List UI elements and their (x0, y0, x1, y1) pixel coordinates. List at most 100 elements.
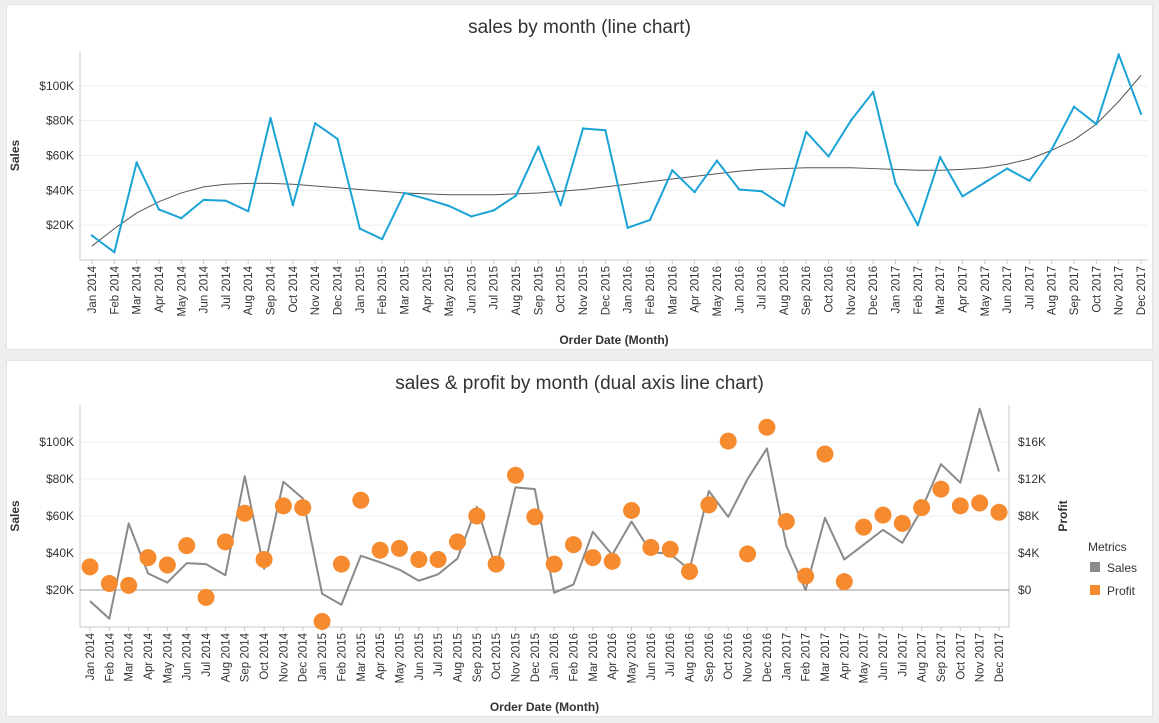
y-tick-label: $20K (46, 218, 74, 232)
x-tick-label: Mar 2014 (124, 632, 136, 681)
x-tick-label: Sep 2015 (533, 266, 545, 315)
y-tick-label: $100K (39, 79, 74, 93)
profit-data-point (468, 507, 486, 525)
profit-data-point (526, 508, 544, 526)
sales-data-point (447, 204, 451, 208)
sales-data-point (938, 156, 942, 159)
sales-data-point (269, 116, 272, 120)
profit-data-point (371, 541, 389, 559)
sales-data-point (202, 198, 205, 202)
y-tick-label: $40K (46, 546, 74, 560)
profit-data-point (893, 514, 911, 532)
sales-data-point (916, 223, 920, 227)
sales-data-point (581, 127, 585, 130)
x-tick-label: Apr 2014 (154, 265, 166, 312)
y2-tick-label: $4K (1018, 546, 1039, 560)
profit-data-point (758, 418, 776, 436)
x-tick-label: Apr 2016 (690, 266, 702, 313)
x-tick-label: Oct 2016 (824, 266, 836, 313)
sales-data-point (492, 209, 495, 212)
x-tick-label: Mar 2015 (356, 633, 368, 682)
sales-data-point (514, 194, 518, 197)
profit-data-point (835, 573, 853, 591)
x-tick-label: Nov 2014 (310, 265, 322, 315)
sales-data-point (336, 137, 339, 141)
profit-data-point (681, 563, 699, 580)
x-tick-label: Apr 2015 (422, 266, 434, 313)
sales-data-point (760, 190, 763, 193)
sales-chart-title: sales by month (line chart) (468, 17, 691, 38)
profit-data-point (255, 550, 273, 568)
y-axis-title: Sales (8, 139, 22, 171)
legend-title: Metrics (1088, 540, 1127, 554)
profit-data-point (100, 575, 118, 593)
y-tick-label: $100K (39, 435, 74, 449)
trend-line (91, 75, 1142, 247)
sales-data-point (782, 204, 786, 208)
x-tick-label: Jul 2016 (665, 633, 677, 676)
x-tick-label: Oct 2017 (955, 633, 967, 680)
profit-data-point (81, 558, 99, 576)
y2-tick-label: $16K (1018, 435, 1046, 449)
sales-data-point (961, 195, 964, 198)
sales-data-point (224, 199, 228, 202)
x-tick-label: Apr 2016 (607, 633, 619, 680)
x-tick-label: Feb 2016 (569, 633, 581, 682)
x-tick-label: Sep 2017 (936, 633, 948, 682)
y-tick-label: $80K (46, 114, 74, 128)
x-tick-label: Jul 2014 (221, 265, 233, 309)
y-tick-label: $60K (46, 149, 74, 163)
profit-data-point (719, 432, 737, 450)
sales-data-point (738, 188, 741, 191)
x-tick-label: Jan 2015 (355, 266, 367, 313)
x-tick-label: Oct 2015 (491, 633, 503, 680)
profit-data-point (932, 480, 950, 498)
x-tick-label: Jun 2014 (182, 632, 194, 680)
x-tick-label: Sep 2014 (266, 265, 278, 315)
sales-series-line (89, 407, 1000, 620)
sales-data-point (849, 119, 853, 122)
sales-data-point (113, 250, 116, 254)
x-tick-label: Sep 2016 (704, 633, 716, 682)
profit-data-point (410, 550, 428, 568)
x-tick-label: Oct 2015 (556, 266, 568, 313)
sales-data-point (626, 226, 629, 229)
x-tick-label: Jan 2016 (623, 266, 635, 313)
profit-data-point (197, 588, 215, 606)
x-tick-label: Nov 2017 (975, 633, 987, 682)
x-tick-label: Aug 2015 (452, 633, 464, 682)
profit-data-point (216, 533, 234, 551)
profit-data-point (797, 567, 815, 585)
x-tick-label: May 2015 (394, 633, 406, 684)
x-axis-title: Order Date (Month) (559, 333, 668, 347)
sales-data-point (1072, 105, 1076, 108)
sales-data-point (1095, 122, 1098, 126)
x-tick-label: Apr 2017 (957, 266, 969, 313)
x-tick-label: Dec 2016 (868, 266, 880, 315)
x-tick-label: Sep 2014 (240, 632, 252, 682)
x-tick-label: Dec 2014 (298, 632, 310, 682)
x-tick-label: Jun 2016 (646, 633, 658, 680)
x-tick-label: Apr 2017 (839, 633, 851, 680)
profit-data-point (487, 555, 505, 573)
x-tick-label: Nov 2014 (278, 632, 290, 682)
sales-data-point (380, 237, 384, 241)
profit-data-point (332, 555, 350, 573)
x-tick-label: Jan 2017 (890, 266, 902, 313)
x-tick-label: Oct 2014 (288, 265, 300, 312)
sales-data-point (135, 161, 138, 164)
x-tick-label: Dec 2015 (530, 633, 542, 682)
profit-data-point (874, 506, 892, 524)
x-tick-label: Mar 2015 (399, 266, 411, 315)
x-tick-label: Feb 2014 (109, 265, 121, 314)
x-tick-label: Aug 2014 (243, 265, 255, 315)
profit-data-point (816, 445, 834, 463)
x-tick-label: Jan 2015 (317, 633, 329, 680)
sales-data-point (983, 181, 986, 184)
x-tick-label: Aug 2016 (685, 633, 697, 682)
sales-profit-dual-axis-chart: $20K $40K $60K $80K $100K Jan 2014 Feb 2014 Mar… (8, 405, 1137, 714)
sales-data-point (715, 159, 719, 162)
profit-data-point (584, 549, 602, 567)
profit-data-point (700, 496, 718, 514)
x-tick-label: Feb 2017 (801, 633, 813, 682)
